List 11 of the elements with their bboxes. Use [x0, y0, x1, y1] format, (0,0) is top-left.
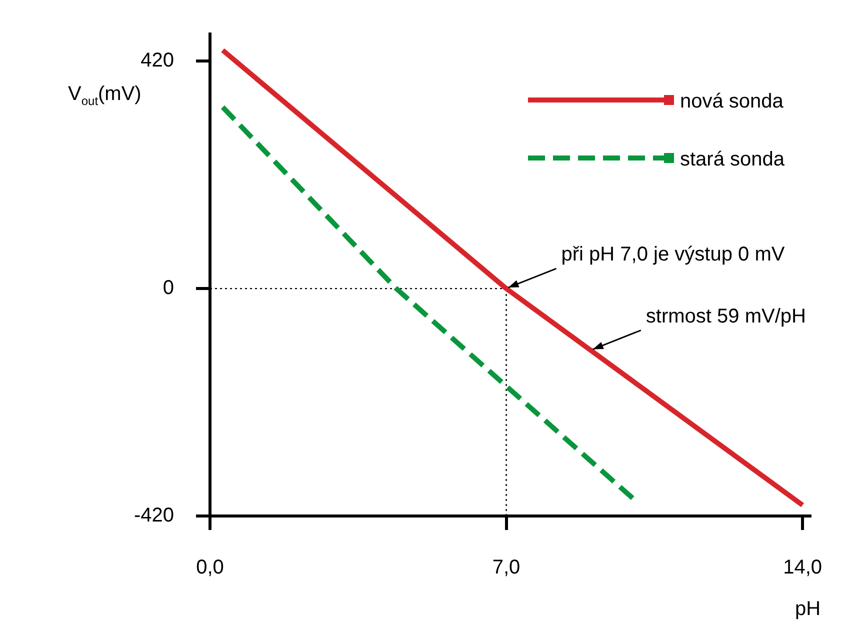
- legend-label: stará sonda: [680, 148, 786, 171]
- y-tick-label: 420: [140, 50, 174, 72]
- x-tick-label: 7,0: [492, 556, 520, 579]
- x-tick-label: 14,0: [783, 556, 822, 579]
- y-tick-label: 0: [162, 277, 174, 300]
- x-tick-label: 0,0: [196, 556, 224, 579]
- annotation: strmost 59 mV/pH: [646, 305, 806, 328]
- legend-label: nová sonda: [680, 90, 784, 113]
- annotation: při pH 7,0 je výstup 0 mV: [561, 244, 786, 266]
- y-tick-label: -420: [134, 504, 174, 527]
- x-axis-title: pH: [795, 598, 821, 620]
